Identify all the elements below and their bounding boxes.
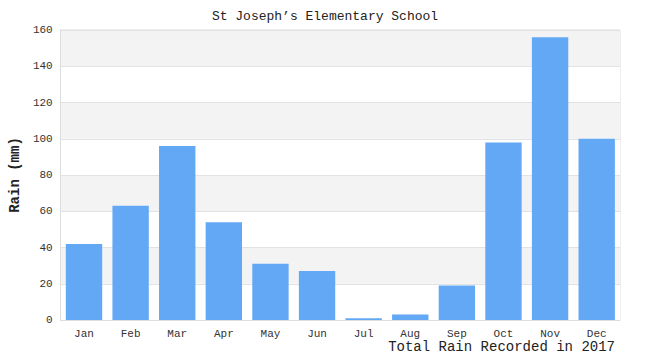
svg-text:Dec: Dec xyxy=(587,328,607,340)
svg-text:Feb: Feb xyxy=(121,328,141,340)
svg-text:20: 20 xyxy=(40,278,53,290)
svg-text:120: 120 xyxy=(33,97,53,109)
svg-text:Rain (mm): Rain (mm) xyxy=(7,137,23,213)
svg-text:40: 40 xyxy=(40,242,53,254)
svg-text:140: 140 xyxy=(33,60,53,72)
svg-text:60: 60 xyxy=(40,205,53,217)
svg-text:Total Rain Recorded in 2017: Total Rain Recorded in 2017 xyxy=(388,339,615,355)
svg-text:100: 100 xyxy=(33,133,53,145)
svg-text:Aug: Aug xyxy=(400,328,420,340)
svg-text:Jun: Jun xyxy=(307,328,327,340)
svg-text:Sep: Sep xyxy=(447,328,467,340)
svg-text:Oct: Oct xyxy=(494,328,514,340)
svg-text:Jan: Jan xyxy=(74,328,94,340)
svg-text:0: 0 xyxy=(46,314,53,326)
svg-text:80: 80 xyxy=(40,169,53,181)
svg-text:Mar: Mar xyxy=(167,328,187,340)
svg-text:Nov: Nov xyxy=(540,328,560,340)
svg-text:Apr: Apr xyxy=(214,328,234,340)
svg-text:St Joseph’s Elementary School: St Joseph’s Elementary School xyxy=(212,9,438,24)
svg-text:Jul: Jul xyxy=(354,328,374,340)
svg-text:May: May xyxy=(261,328,281,340)
svg-text:160: 160 xyxy=(33,24,53,36)
